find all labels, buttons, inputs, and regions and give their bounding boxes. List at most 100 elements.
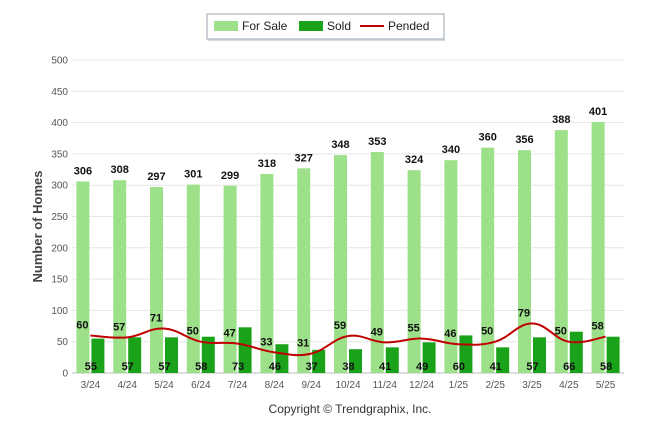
y-axis-label: Number of Homes xyxy=(30,171,45,283)
pended-value-label: 46 xyxy=(444,328,456,340)
sold-value-label: 57 xyxy=(526,361,538,373)
x-tick-label: 11/24 xyxy=(373,380,398,391)
for-sale-bar xyxy=(186,184,200,373)
y-tick-label: 0 xyxy=(62,369,68,380)
for-sale-bar xyxy=(334,155,347,373)
legend-label-for-sale: For Sale xyxy=(242,19,288,33)
pended-value-label: 31 xyxy=(297,338,309,350)
gridlines xyxy=(72,59,624,374)
legend-swatch-for-sale xyxy=(214,21,238,31)
sold-bar xyxy=(275,344,289,373)
y-tick-label: 450 xyxy=(51,87,68,98)
sold-bar xyxy=(533,337,546,373)
for-sale-value-label: 356 xyxy=(515,134,533,146)
legend-box xyxy=(206,13,445,40)
y-tick-label: 150 xyxy=(51,275,68,286)
for-sale-value-label: 299 xyxy=(221,170,239,182)
sold-bar xyxy=(349,349,362,373)
for-sale-bar xyxy=(113,180,127,373)
x-tick-label: 6/24 xyxy=(191,380,211,391)
x-tick-label: 5/24 xyxy=(154,380,174,391)
sold-bar xyxy=(385,347,399,373)
pended-value-label: 33 xyxy=(260,336,272,348)
for-sale-bar xyxy=(260,173,274,373)
pended-line-group xyxy=(90,322,606,357)
sold-value-label: 55 xyxy=(85,361,97,373)
sold-bar xyxy=(238,327,252,373)
x-tick-label: 1/25 xyxy=(449,380,469,391)
sold-value-label: 73 xyxy=(232,361,244,373)
sold-bar xyxy=(422,342,436,373)
for-sale-bar xyxy=(444,160,458,373)
for-sale-bar xyxy=(554,130,568,373)
copyright-text: Copyright © Trendgraphix, Inc. xyxy=(269,402,432,416)
for-sale-bar xyxy=(591,121,605,373)
pended-value-label: 79 xyxy=(518,308,530,320)
pended-line xyxy=(90,322,606,357)
y-tick-label: 400 xyxy=(51,118,68,129)
y-tick-label: 500 xyxy=(51,56,68,67)
sold-value-label: 66 xyxy=(563,361,575,373)
y-tick-label: 50 xyxy=(57,337,69,348)
pended-value-label: 47 xyxy=(223,328,235,340)
legend-label-sold: Sold xyxy=(327,19,351,33)
sold-bar xyxy=(201,336,215,373)
for-sale-value-label: 318 xyxy=(258,158,276,170)
for-sale-value-label: 360 xyxy=(479,132,497,144)
pended-value-label: 57 xyxy=(113,321,125,333)
pended-value-label: 55 xyxy=(407,323,419,335)
x-tick-label: 8/24 xyxy=(265,380,285,391)
for-sale-value-label: 301 xyxy=(184,169,202,181)
pended-value-label: 58 xyxy=(591,321,603,333)
x-tick-label: 3/25 xyxy=(522,380,542,391)
bars xyxy=(76,121,620,373)
legend-label-pended: Pended xyxy=(388,19,429,33)
sold-value-label: 58 xyxy=(600,361,612,373)
sold-bar xyxy=(128,337,142,373)
pended-value-label: 60 xyxy=(76,319,88,331)
sold-value-label: 60 xyxy=(453,361,465,373)
sold-bar xyxy=(91,338,105,373)
sold-bar xyxy=(606,336,620,373)
for-sale-value-label: 401 xyxy=(589,106,607,118)
pended-value-label: 49 xyxy=(371,326,383,338)
for-sale-bar xyxy=(150,187,163,373)
for-sale-bar xyxy=(223,185,237,373)
for-sale-value-label: 306 xyxy=(74,165,92,177)
y-tick-label: 100 xyxy=(51,306,68,317)
for-sale-bar xyxy=(407,170,421,373)
y-tick-label: 300 xyxy=(51,181,68,192)
legend: For Sale Sold Pended xyxy=(206,13,445,41)
for-sale-value-label: 324 xyxy=(405,154,424,166)
for-sale-bar xyxy=(518,150,531,373)
sold-value-label: 37 xyxy=(306,361,318,373)
for-sale-bar xyxy=(297,168,311,373)
pended-value-label: 71 xyxy=(150,313,162,325)
for-sale-value-label: 353 xyxy=(368,136,386,148)
for-sale-bar xyxy=(481,147,495,373)
for-sale-bar xyxy=(370,152,384,373)
x-tick-label: 4/25 xyxy=(559,380,579,391)
x-tick-label: 10/24 xyxy=(335,380,360,391)
x-tick-label: 7/24 xyxy=(228,380,248,391)
for-sale-value-label: 388 xyxy=(552,114,570,126)
data-labels: 306 55 308 57 297 57 301 58 299 73 318 46 327 37 348 38… xyxy=(74,106,613,373)
sold-value-label: 58 xyxy=(195,361,207,373)
sold-value-label: 46 xyxy=(269,361,281,373)
sold-bar xyxy=(312,349,326,373)
for-sale-value-label: 308 xyxy=(111,164,129,176)
sold-value-label: 49 xyxy=(416,361,428,373)
sold-value-label: 41 xyxy=(490,361,502,373)
for-sale-value-label: 340 xyxy=(442,144,460,156)
sold-value-label: 38 xyxy=(342,361,354,373)
x-tick-label: 9/24 xyxy=(301,380,321,391)
sold-value-label: 57 xyxy=(158,361,170,373)
x-tick-label: 2/25 xyxy=(485,380,505,391)
x-tick-label: 12/24 xyxy=(409,380,434,391)
for-sale-value-label: 348 xyxy=(331,139,349,151)
x-axis: 3/24 4/24 5/24 6/24 7/24 8/24 9/24 10/24 11/24 12… xyxy=(81,380,616,391)
y-tick-label: 200 xyxy=(51,243,68,254)
sold-bar xyxy=(165,337,178,373)
y-axis: 0 50 100 150 200 250 300 350 400 450 500 xyxy=(51,56,68,380)
